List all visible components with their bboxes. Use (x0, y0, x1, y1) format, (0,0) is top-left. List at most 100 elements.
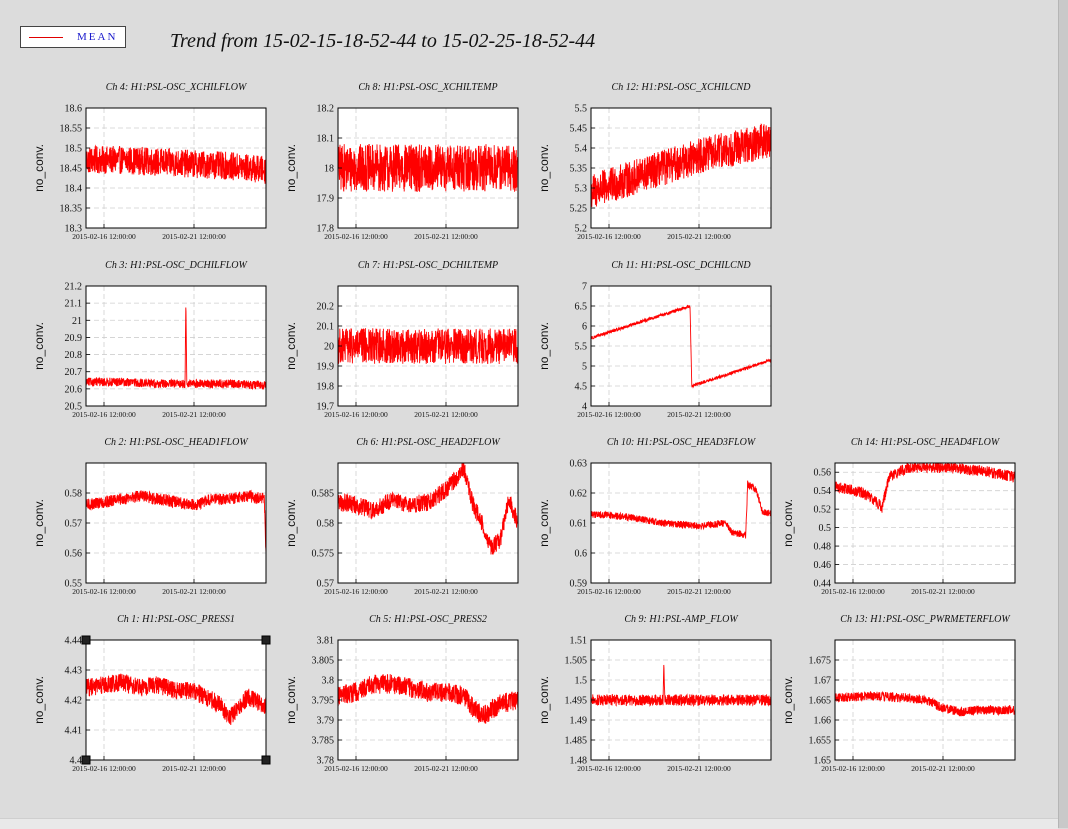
y-tick-label: 4 (582, 402, 587, 413)
x-tick-label: 2015-02-16 12:00:00 (821, 764, 885, 773)
y-tick-label: 18.1 (317, 134, 335, 145)
y-tick-label: 20.7 (65, 367, 83, 378)
chart-title: Ch 14: H1:PSL-OSC_HEAD4FLOW (851, 437, 1001, 448)
x-tick-label: 2015-02-21 12:00:00 (667, 587, 731, 596)
plot-frame (85, 285, 267, 407)
y-tick-label: 1.485 (565, 736, 588, 747)
y-tick-label: 1.66 (814, 716, 832, 727)
y-tick-label: 3.78 (317, 756, 335, 767)
y-tick-label: 20.6 (65, 384, 83, 395)
y-axis-label: no_conv. (32, 499, 46, 547)
y-axis-label: no_conv. (537, 676, 551, 724)
selection-handle[interactable] (81, 635, 91, 645)
y-tick-label: 1.49 (570, 716, 588, 727)
y-tick-label: 0.59 (570, 579, 588, 590)
y-tick-label: 19.8 (317, 382, 335, 393)
y-tick-label: 4.41 (65, 726, 83, 737)
series-line (86, 307, 266, 391)
y-tick-label: 5.35 (570, 164, 588, 175)
series-line (338, 144, 518, 192)
y-tick-label: 0.46 (814, 560, 832, 571)
x-tick-label: 2015-02-21 12:00:00 (667, 232, 731, 241)
y-tick-label: 18.35 (60, 204, 83, 215)
y-tick-label: 1.655 (809, 736, 832, 747)
y-tick-label: 7 (582, 282, 587, 293)
series-line (86, 489, 266, 554)
y-tick-label: 17.9 (317, 194, 335, 205)
x-tick-label: 2015-02-21 12:00:00 (911, 764, 975, 773)
chart-panel: 20.5 20.6 20.7 20.8 20.9 21 21.1 21.2 2015-02-16… (32, 260, 267, 419)
chart-panel: 0.55 0.56 0.57 0.58 2015-02-16 12:00:00 2015-… (32, 437, 267, 596)
chart-panel: 17.8 17.9 18 18.1 18.2 2015-02-16 12:00:00 201… (284, 82, 519, 241)
selection-handle[interactable] (81, 755, 91, 765)
y-tick-label: 18.55 (60, 124, 83, 135)
legend-swatch (29, 37, 63, 38)
y-axis-label: no_conv. (284, 499, 298, 547)
chart-title: Ch 9: H1:PSL-AMP_FLOW (624, 614, 739, 625)
chart-panel: 1.48 1.485 1.49 1.495 1.5 1.505 1.51 2015-02-16… (537, 614, 772, 773)
y-tick-label: 20.2 (317, 302, 335, 313)
legend-box: MEAN (20, 26, 126, 48)
y-tick-label: 5.25 (570, 204, 588, 215)
x-tick-label: 2015-02-16 12:00:00 (324, 410, 388, 419)
y-tick-label: 5.3 (575, 184, 588, 195)
y-tick-label: 3.79 (317, 716, 335, 727)
y-axis-label: no_conv. (537, 144, 551, 192)
chart-title: Ch 12: H1:PSL-OSC_XCHILCND (612, 82, 752, 93)
y-tick-label: 1.495 (565, 696, 588, 707)
chart-title: Ch 1: H1:PSL-OSC_PRESS1 (117, 614, 235, 625)
y-tick-label: 0.44 (814, 579, 832, 590)
y-axis-label: no_conv. (781, 499, 795, 547)
y-tick-label: 3.805 (312, 656, 335, 667)
chart-title: Ch 11: H1:PSL-OSC_DCHILCND (611, 260, 751, 271)
y-tick-label: 5.5 (575, 342, 588, 353)
chart-panel: 18.3 18.35 18.4 18.45 18.5 18.55 18.6 2015-02-1… (32, 82, 267, 241)
plot-frame (834, 462, 1016, 584)
chart-panel: 0.59 0.6 0.61 0.62 0.63 2015-02-16 12:00:00 20… (537, 437, 772, 596)
chart-title: Ch 4: H1:PSL-OSC_XCHILFLOW (106, 82, 248, 93)
y-tick-label: 0.61 (570, 519, 588, 530)
y-tick-label: 0.56 (65, 549, 83, 560)
series-line (338, 463, 518, 555)
y-tick-label: 20.1 (317, 322, 335, 333)
y-tick-label: 0.575 (312, 549, 335, 560)
chart-title: Ch 3: H1:PSL-OSC_DCHILFLOW (105, 260, 248, 271)
y-tick-label: 17.8 (317, 224, 335, 235)
x-tick-label: 2015-02-21 12:00:00 (414, 232, 478, 241)
chart-title: Ch 7: H1:PSL-OSC_DCHILTEMP (358, 260, 498, 271)
y-tick-label: 6.5 (575, 302, 588, 313)
x-tick-label: 2015-02-16 12:00:00 (72, 764, 136, 773)
selection-handle[interactable] (261, 755, 271, 765)
x-tick-label: 2015-02-16 12:00:00 (577, 587, 641, 596)
x-tick-label: 2015-02-16 12:00:00 (577, 764, 641, 773)
series-line (86, 673, 266, 726)
x-tick-label: 2015-02-21 12:00:00 (162, 232, 226, 241)
y-tick-label: 1.675 (809, 656, 832, 667)
y-tick-label: 0.58 (65, 489, 83, 500)
y-axis-label: no_conv. (32, 322, 46, 370)
y-tick-label: 18.5 (65, 144, 83, 155)
y-axis-label: no_conv. (32, 144, 46, 192)
y-tick-label: 4.42 (65, 696, 83, 707)
series-line (591, 480, 771, 539)
y-tick-label: 1.665 (809, 696, 832, 707)
series-line (835, 690, 1015, 717)
x-tick-label: 2015-02-21 12:00:00 (162, 587, 226, 596)
series-line (591, 304, 771, 389)
series-line (86, 144, 266, 184)
y-tick-label: 20.5 (65, 402, 83, 413)
chart-title: Ch 13: H1:PSL-OSC_PWRMETERFLOW (840, 614, 1011, 625)
y-tick-label: 3.8 (322, 676, 335, 687)
y-tick-label: 5.4 (575, 144, 588, 155)
selection-handle[interactable] (261, 635, 271, 645)
y-tick-label: 0.63 (570, 459, 588, 470)
y-tick-label: 20.8 (65, 350, 83, 361)
y-axis-label: no_conv. (32, 676, 46, 724)
y-tick-label: 4.43 (65, 666, 83, 677)
y-tick-label: 18 (324, 164, 334, 175)
y-tick-label: 1.5 (575, 676, 588, 687)
y-tick-label: 5.5 (575, 104, 588, 115)
chart-title: Ch 5: H1:PSL-OSC_PRESS2 (369, 614, 487, 625)
x-tick-label: 2015-02-16 12:00:00 (821, 587, 885, 596)
y-tick-label: 0.585 (312, 489, 335, 500)
